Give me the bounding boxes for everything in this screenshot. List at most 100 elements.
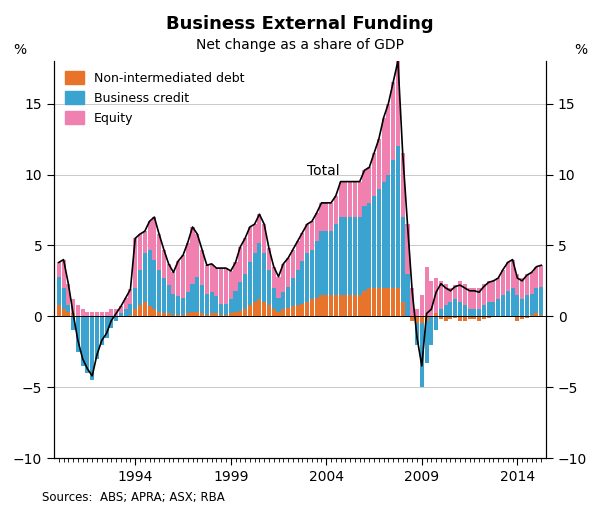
Bar (353, 217, 357, 295)
Bar (367, 203, 371, 288)
Bar (100, 316, 104, 345)
Bar (329, 231, 333, 295)
Bar (425, 316, 428, 321)
Bar (248, 263, 252, 305)
Bar (372, 196, 376, 288)
Bar (487, 302, 491, 316)
Bar (138, 305, 142, 316)
Bar (281, 264, 286, 292)
Bar (343, 182, 347, 217)
Bar (224, 303, 228, 315)
Bar (382, 118, 386, 182)
Bar (176, 315, 180, 316)
Bar (487, 281, 491, 302)
Bar (482, 305, 486, 316)
Bar (382, 288, 386, 316)
Bar (257, 214, 262, 243)
Bar (186, 243, 190, 292)
Bar (358, 217, 362, 295)
Bar (511, 288, 515, 316)
Bar (410, 316, 414, 321)
Bar (467, 316, 472, 319)
Bar (467, 288, 472, 309)
Bar (310, 250, 314, 299)
Bar (439, 309, 443, 316)
Bar (195, 312, 199, 316)
Bar (458, 302, 462, 316)
Bar (138, 270, 142, 305)
Bar (243, 274, 247, 309)
Bar (133, 288, 137, 309)
Bar (85, 312, 89, 316)
Bar (425, 321, 428, 363)
Bar (430, 281, 433, 316)
Bar (472, 316, 476, 319)
Bar (209, 264, 214, 292)
Bar (520, 278, 524, 299)
Text: Total: Total (307, 163, 340, 178)
Bar (319, 231, 323, 295)
Bar (90, 316, 94, 380)
Bar (167, 264, 170, 285)
Bar (425, 267, 428, 316)
Bar (434, 314, 438, 316)
Bar (248, 305, 252, 316)
Bar (286, 287, 290, 308)
Bar (262, 252, 266, 302)
Bar (286, 308, 290, 316)
Bar (152, 309, 157, 316)
Bar (157, 234, 161, 270)
Bar (272, 309, 276, 316)
Bar (172, 294, 175, 315)
Bar (214, 314, 218, 316)
Bar (377, 139, 381, 189)
Bar (219, 315, 223, 316)
Bar (496, 278, 500, 299)
Bar (314, 298, 319, 316)
Bar (152, 217, 157, 260)
Bar (296, 270, 299, 305)
Bar (482, 284, 486, 305)
Bar (501, 295, 505, 316)
Bar (539, 265, 543, 287)
Bar (443, 284, 448, 305)
Bar (90, 312, 94, 316)
Bar (200, 250, 204, 285)
Bar (448, 316, 452, 319)
Bar (205, 265, 209, 294)
Bar (277, 298, 281, 312)
Bar (205, 294, 209, 315)
Bar (362, 291, 367, 316)
Bar (477, 309, 481, 316)
Bar (114, 316, 118, 321)
Bar (391, 82, 395, 160)
Bar (377, 288, 381, 316)
Bar (76, 316, 80, 352)
Bar (262, 302, 266, 316)
Bar (391, 288, 395, 316)
Bar (62, 260, 65, 288)
Bar (415, 316, 419, 323)
Bar (148, 250, 152, 306)
Bar (362, 206, 367, 291)
Bar (448, 288, 452, 302)
Bar (257, 299, 262, 316)
Bar (305, 302, 309, 316)
Bar (314, 213, 319, 241)
Bar (338, 295, 343, 316)
Bar (477, 316, 481, 321)
Bar (329, 295, 333, 316)
Bar (66, 312, 70, 316)
Bar (319, 295, 323, 316)
Bar (267, 305, 271, 316)
Bar (272, 288, 276, 309)
Bar (472, 309, 476, 316)
Bar (76, 305, 80, 316)
Bar (152, 260, 157, 309)
Bar (100, 312, 104, 316)
Bar (286, 258, 290, 287)
Bar (80, 316, 85, 366)
Bar (71, 314, 75, 316)
Bar (219, 303, 223, 315)
Bar (109, 316, 113, 328)
